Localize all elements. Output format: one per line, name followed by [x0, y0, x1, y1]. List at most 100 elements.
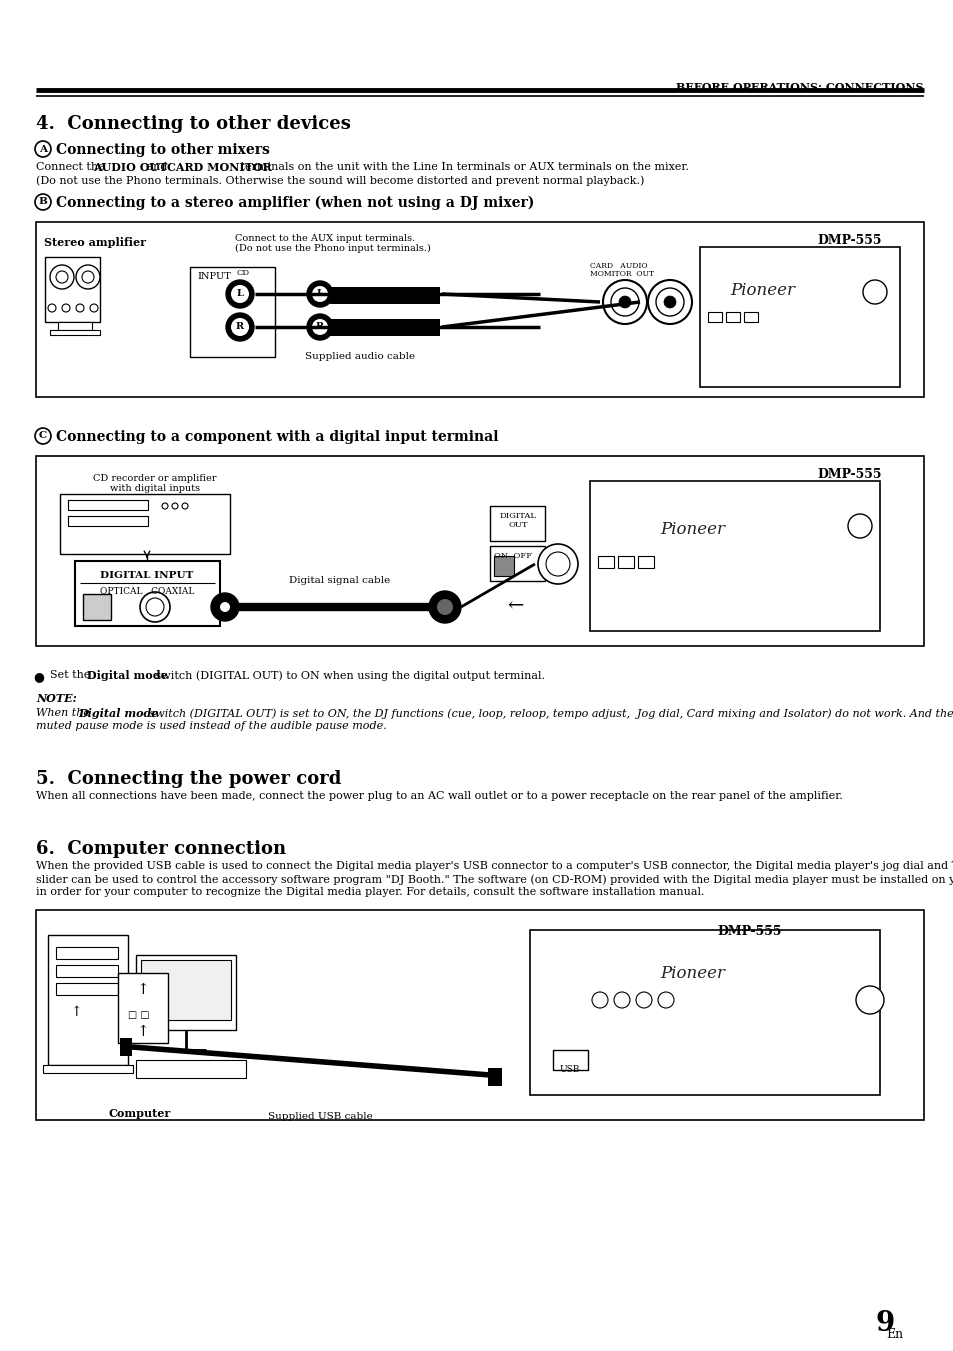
Text: DMP-555: DMP-555	[817, 234, 882, 247]
Circle shape	[50, 265, 74, 289]
Circle shape	[307, 313, 333, 340]
Text: CD: CD	[236, 269, 250, 277]
Circle shape	[182, 503, 188, 509]
Bar	[136, 955, 235, 1029]
Text: BEFORE OPERATIONS: CONNECTIONS: BEFORE OPERATIONS: CONNECTIONS	[676, 82, 923, 93]
Bar	[120, 1038, 132, 1056]
Circle shape	[855, 986, 883, 1015]
Circle shape	[618, 296, 630, 308]
Bar	[743, 312, 758, 322]
Text: DMP-555: DMP-555	[817, 467, 882, 481]
Circle shape	[82, 272, 94, 282]
Text: (Do not use the Phono terminals. Otherwise the sound will become distorted and p: (Do not use the Phono terminals. Otherwi…	[36, 176, 643, 185]
Text: R: R	[235, 322, 244, 331]
Text: in order for your computer to recognize the Digital media player. For details, c: in order for your computer to recognize …	[36, 888, 703, 897]
Circle shape	[35, 195, 51, 209]
Circle shape	[592, 992, 607, 1008]
Circle shape	[62, 304, 70, 312]
Text: Pioneer: Pioneer	[659, 965, 724, 982]
Circle shape	[847, 513, 871, 538]
Text: Stereo amplifier: Stereo amplifier	[44, 236, 146, 249]
Text: Connect to the AUX input terminals.: Connect to the AUX input terminals.	[234, 234, 415, 243]
Bar	[638, 557, 654, 567]
Text: slider can be used to control the accessory software program "DJ Booth." The sof: slider can be used to control the access…	[36, 874, 953, 885]
Bar	[56, 947, 118, 959]
Bar	[725, 312, 740, 322]
Text: 4.  Connecting to other devices: 4. Connecting to other devices	[36, 115, 351, 132]
Bar	[598, 557, 614, 567]
Text: terminals on the unit with the Line In terminals or AUX terminals on the mixer.: terminals on the unit with the Line In t…	[236, 162, 688, 172]
Circle shape	[35, 141, 51, 157]
Circle shape	[647, 280, 691, 324]
Text: switch (DIGITAL OUT) is set to ON, the DJ functions (cue, loop, reloop, tempo ad: switch (DIGITAL OUT) is set to ON, the D…	[146, 708, 953, 719]
Text: CARD   AUDIO: CARD AUDIO	[589, 262, 647, 270]
Circle shape	[48, 304, 56, 312]
Bar	[48, 935, 128, 1065]
Text: DIGITAL: DIGITAL	[499, 512, 536, 520]
Text: Connect the: Connect the	[36, 162, 108, 172]
Text: ↑: ↑	[71, 1005, 82, 1019]
Text: L: L	[316, 289, 323, 299]
Bar	[83, 594, 111, 620]
Text: switch (DIGITAL OUT) to ON when using the digital output terminal.: switch (DIGITAL OUT) to ON when using th…	[152, 670, 544, 681]
Circle shape	[663, 296, 676, 308]
Circle shape	[146, 598, 164, 616]
Bar	[50, 330, 100, 335]
Bar	[68, 500, 148, 509]
Bar	[36, 457, 923, 646]
Bar	[330, 319, 439, 336]
Text: and: and	[143, 162, 171, 172]
Circle shape	[220, 603, 230, 612]
Text: Pioneer: Pioneer	[659, 521, 724, 538]
Text: R: R	[315, 322, 324, 331]
Text: OUT: OUT	[508, 521, 527, 530]
Text: CARD MONITOR: CARD MONITOR	[167, 162, 272, 173]
Bar	[494, 557, 514, 576]
Circle shape	[312, 286, 328, 303]
Bar	[141, 961, 231, 1020]
Circle shape	[862, 280, 886, 304]
Text: Supplied audio cable: Supplied audio cable	[305, 353, 415, 361]
Bar	[488, 1069, 501, 1086]
Circle shape	[614, 992, 629, 1008]
Bar	[700, 247, 899, 386]
Text: (Do not use the Phono input terminals.): (Do not use the Phono input terminals.)	[234, 245, 431, 253]
Bar	[45, 257, 100, 322]
Text: □ □: □ □	[128, 1011, 150, 1020]
Circle shape	[226, 313, 253, 340]
Bar	[190, 267, 274, 357]
Text: Digital mode: Digital mode	[78, 708, 158, 719]
Bar	[553, 1050, 587, 1070]
Text: USB: USB	[559, 1065, 579, 1074]
Bar	[75, 561, 220, 626]
Circle shape	[90, 304, 98, 312]
Circle shape	[76, 304, 84, 312]
Text: ↑: ↑	[136, 984, 150, 997]
Text: Pioneer: Pioneer	[729, 282, 794, 299]
Circle shape	[602, 280, 646, 324]
Text: ●: ●	[33, 670, 45, 684]
Text: Digital signal cable: Digital signal cable	[289, 576, 390, 585]
Text: CD recorder or amplifier: CD recorder or amplifier	[93, 474, 216, 484]
Bar	[36, 222, 923, 397]
Text: L: L	[236, 289, 243, 299]
Circle shape	[172, 503, 178, 509]
Text: En: En	[885, 1328, 902, 1342]
Text: When the provided USB cable is used to connect the Digital media player's USB co: When the provided USB cable is used to c…	[36, 861, 953, 871]
Circle shape	[658, 992, 673, 1008]
Bar	[56, 965, 118, 977]
Bar	[707, 312, 721, 322]
Bar	[43, 1065, 132, 1073]
Circle shape	[436, 598, 453, 615]
Text: NOTE:: NOTE:	[36, 693, 76, 704]
Text: DIGITAL INPUT: DIGITAL INPUT	[100, 571, 193, 580]
Text: Computer: Computer	[109, 1108, 171, 1119]
Text: C: C	[39, 431, 47, 440]
Circle shape	[636, 992, 651, 1008]
Bar	[330, 286, 439, 304]
Bar	[490, 507, 544, 540]
Text: INPUT: INPUT	[196, 272, 231, 281]
Text: When all connections have been made, connect the power plug to an AC wall outlet: When all connections have been made, con…	[36, 790, 842, 801]
Circle shape	[307, 281, 333, 307]
Text: Digital mode: Digital mode	[87, 670, 168, 681]
